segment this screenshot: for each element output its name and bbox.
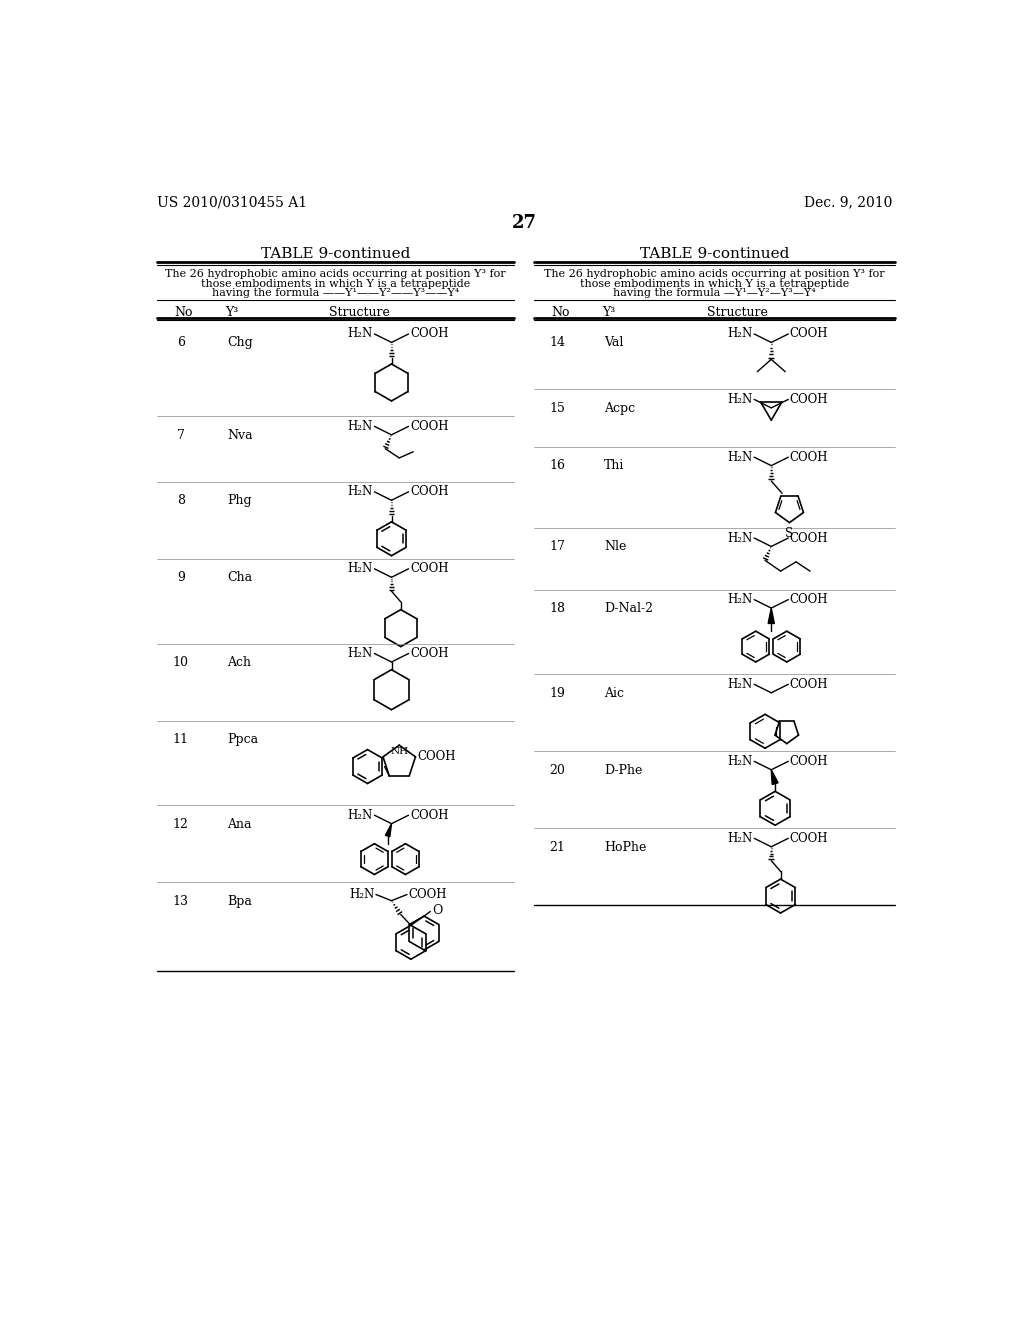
- Text: H₂N: H₂N: [727, 677, 753, 690]
- Text: 15: 15: [550, 401, 565, 414]
- Text: H₂N: H₂N: [727, 832, 753, 845]
- Text: US 2010/0310455 A1: US 2010/0310455 A1: [158, 195, 307, 210]
- Text: H₂N: H₂N: [727, 593, 753, 606]
- Text: NH: NH: [390, 747, 409, 755]
- Polygon shape: [771, 770, 778, 784]
- Text: H₂N: H₂N: [348, 562, 373, 576]
- Text: Cha: Cha: [227, 572, 252, 585]
- Text: The 26 hydrophobic amino acids occurring at position Y³ for: The 26 hydrophobic amino acids occurring…: [545, 269, 885, 280]
- Text: having the formula ——Y¹——Y²——Y³——Y⁴: having the formula ——Y¹——Y²——Y³——Y⁴: [212, 288, 460, 298]
- Text: H₂N: H₂N: [727, 450, 753, 463]
- Text: COOH: COOH: [418, 750, 457, 763]
- Text: 27: 27: [512, 214, 538, 232]
- Text: 14: 14: [549, 337, 565, 350]
- Text: Bpa: Bpa: [227, 895, 252, 908]
- Text: 10: 10: [173, 656, 188, 669]
- Text: COOH: COOH: [790, 327, 828, 341]
- Text: 17: 17: [550, 540, 565, 553]
- Text: H₂N: H₂N: [727, 393, 753, 407]
- Text: COOH: COOH: [790, 593, 828, 606]
- Text: 11: 11: [173, 733, 188, 746]
- Text: COOH: COOH: [790, 677, 828, 690]
- Text: H₂N: H₂N: [348, 647, 373, 660]
- Text: H₂N: H₂N: [727, 755, 753, 768]
- Text: Ana: Ana: [227, 817, 252, 830]
- Text: H₂N: H₂N: [348, 809, 373, 822]
- Text: 21: 21: [550, 841, 565, 854]
- Text: Thi: Thi: [604, 459, 625, 473]
- Text: COOH: COOH: [790, 832, 828, 845]
- Text: H₂N: H₂N: [348, 420, 373, 433]
- Text: 18: 18: [549, 602, 565, 615]
- Text: those embodiments in which Y is a tetrapeptide: those embodiments in which Y is a tetrap…: [201, 279, 470, 289]
- Text: COOH: COOH: [410, 327, 449, 341]
- Text: H₂N: H₂N: [348, 486, 373, 499]
- Text: 7: 7: [177, 429, 184, 442]
- Text: HoPhe: HoPhe: [604, 841, 646, 854]
- Text: 13: 13: [173, 895, 188, 908]
- Text: Y³: Y³: [225, 306, 239, 319]
- Text: COOH: COOH: [790, 450, 828, 463]
- Text: Ach: Ach: [227, 656, 251, 669]
- Text: 12: 12: [173, 817, 188, 830]
- Text: No: No: [174, 306, 193, 319]
- Text: Y³: Y³: [602, 306, 615, 319]
- Text: D-Nal-2: D-Nal-2: [604, 602, 653, 615]
- Text: Phg: Phg: [227, 494, 252, 507]
- Text: 9: 9: [177, 572, 184, 585]
- Text: COOH: COOH: [790, 755, 828, 768]
- Text: Dec. 9, 2010: Dec. 9, 2010: [804, 195, 892, 210]
- Text: TABLE 9-continued: TABLE 9-continued: [261, 247, 411, 261]
- Text: COOH: COOH: [410, 562, 449, 576]
- Text: TABLE 9-continued: TABLE 9-continued: [640, 247, 790, 261]
- Text: Structure: Structure: [329, 306, 389, 319]
- Text: 16: 16: [549, 459, 565, 473]
- Text: having the formula —Y¹—Y²—Y³—Y⁴: having the formula —Y¹—Y²—Y³—Y⁴: [613, 288, 816, 298]
- Text: Structure: Structure: [708, 306, 768, 319]
- Text: H₂N: H₂N: [349, 888, 375, 902]
- Text: The 26 hydrophobic amino acids occurring at position Y³ for: The 26 hydrophobic amino acids occurring…: [166, 269, 506, 280]
- Text: 19: 19: [550, 686, 565, 700]
- Text: Chg: Chg: [227, 337, 253, 350]
- Text: COOH: COOH: [410, 647, 449, 660]
- Text: D-Phe: D-Phe: [604, 763, 642, 776]
- Text: H₂N: H₂N: [727, 327, 753, 341]
- Text: COOH: COOH: [790, 532, 828, 545]
- Text: Val: Val: [604, 337, 624, 350]
- Text: those embodiments in which Y is a tetrapeptide: those embodiments in which Y is a tetrap…: [580, 279, 849, 289]
- Text: Aic: Aic: [604, 686, 624, 700]
- Text: 8: 8: [177, 494, 184, 507]
- Text: COOH: COOH: [409, 888, 447, 902]
- Text: COOH: COOH: [410, 486, 449, 499]
- Text: COOH: COOH: [790, 393, 828, 407]
- Text: 20: 20: [550, 763, 565, 776]
- Text: Nle: Nle: [604, 540, 627, 553]
- Text: O: O: [432, 904, 442, 917]
- Text: Ppca: Ppca: [227, 733, 258, 746]
- Text: H₂N: H₂N: [727, 532, 753, 545]
- Text: H₂N: H₂N: [348, 327, 373, 341]
- Text: Nva: Nva: [227, 429, 253, 442]
- Polygon shape: [768, 609, 774, 623]
- Text: 6: 6: [177, 337, 184, 350]
- Text: No: No: [551, 306, 569, 319]
- Text: Acpc: Acpc: [604, 401, 635, 414]
- Text: COOH: COOH: [410, 809, 449, 822]
- Polygon shape: [385, 824, 391, 837]
- Text: COOH: COOH: [410, 420, 449, 433]
- Text: S: S: [785, 527, 794, 540]
